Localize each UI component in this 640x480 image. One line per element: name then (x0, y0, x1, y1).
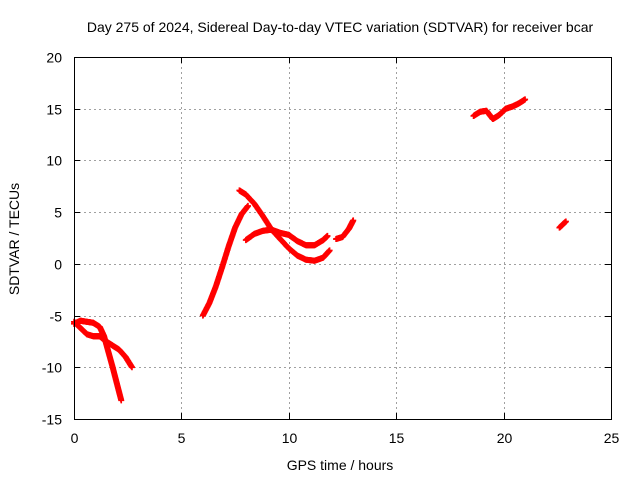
x-tick-labels: 0 5 10 15 20 25 (71, 430, 620, 446)
series-arc-e (242, 226, 331, 249)
y-tick-label: 15 (46, 102, 62, 118)
x-axis-title: GPS time / hours (287, 457, 394, 473)
series-arc-h (556, 218, 569, 231)
x-tick-label: 15 (389, 430, 405, 446)
y-tick-label: 20 (46, 50, 62, 66)
data-point (326, 247, 333, 254)
data-point (350, 217, 357, 224)
data-point (244, 202, 251, 209)
x-tick-label: 5 (178, 430, 186, 446)
y-tick-labels: -15 -10 -5 0 5 10 15 20 (42, 50, 62, 428)
data-points (71, 96, 569, 404)
x-tick-label: 20 (497, 430, 513, 446)
x-tick-label: 25 (604, 430, 620, 446)
x-tick-label: 10 (282, 430, 298, 446)
y-tick-label: 5 (54, 205, 62, 221)
chart-title: Day 275 of 2024, Sidereal Day-to-day VTE… (87, 19, 594, 35)
x-tick-label: 0 (71, 430, 79, 446)
y-tick-label: 0 (54, 257, 62, 273)
series-arc-c (199, 202, 251, 319)
series-arc-f (333, 217, 357, 243)
series-arc-b (71, 318, 135, 371)
y-tick-label: 10 (46, 153, 62, 169)
data-point (522, 96, 529, 103)
series-arc-g (470, 96, 529, 123)
data-point (562, 218, 569, 225)
plot-frame (74, 57, 612, 420)
data-point (128, 364, 135, 371)
axis-ticks (74, 57, 612, 420)
y-tick-label: -10 (42, 360, 62, 376)
data-point (324, 232, 331, 239)
data-point (118, 397, 125, 404)
y-tick-label: -15 (42, 412, 62, 428)
y-tick-label: -5 (50, 309, 63, 325)
y-axis-title: SDTVAR / TECUs (6, 183, 22, 295)
